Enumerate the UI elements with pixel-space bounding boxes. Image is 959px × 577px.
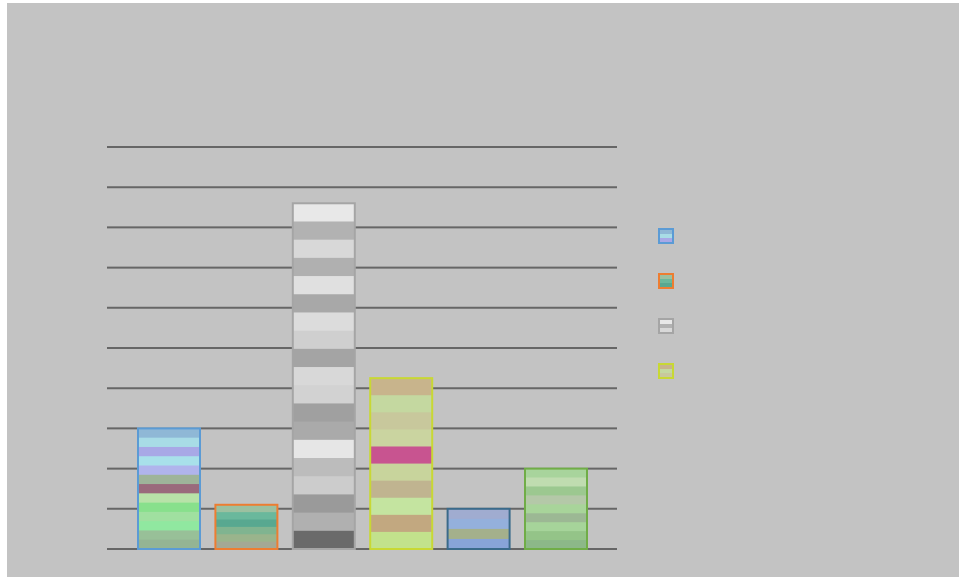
bar-segment (370, 412, 433, 430)
bar-segment (370, 463, 433, 482)
bar-segment (138, 474, 200, 485)
bar-segment (370, 514, 433, 533)
bar-segment (215, 504, 278, 513)
legend-swatch-stripe (660, 328, 672, 332)
legend-swatch-stripe (660, 320, 672, 324)
legend-swatch-stripe (660, 365, 672, 369)
bar-segment (215, 512, 278, 521)
bar-segment (138, 539, 200, 550)
bar-segment (370, 480, 433, 499)
legend-swatch (658, 363, 674, 379)
bar-segment (292, 530, 355, 550)
bar (214, 503, 279, 550)
bar-segment (292, 512, 355, 532)
bar-segment (138, 456, 200, 467)
bar-segment (215, 526, 278, 535)
bar-segment (525, 540, 587, 550)
bar-segment (292, 367, 355, 386)
bar-outline (291, 202, 356, 550)
bar-segment (138, 521, 200, 531)
bar-outline (524, 467, 588, 551)
legend-swatch (658, 273, 674, 289)
bar-segment (138, 428, 200, 439)
bar-outline (369, 377, 434, 550)
legend-item (658, 273, 674, 289)
bar-segment (292, 476, 355, 495)
bar (137, 427, 201, 550)
bar-outline (446, 507, 511, 550)
bar-segment (525, 477, 587, 487)
legend-swatch-stripe (660, 238, 672, 242)
bar-segment (370, 497, 433, 516)
bar-outline (137, 427, 201, 550)
bar-segment (292, 257, 355, 277)
bar-segment (370, 378, 433, 396)
bar-segment (292, 330, 355, 350)
bar-segment (292, 494, 355, 514)
bar-segment (215, 541, 278, 550)
bar-segment (370, 531, 433, 550)
bar-segment (370, 395, 433, 413)
bar-segment (525, 486, 587, 496)
bar-segment (447, 528, 510, 540)
legend-item (658, 363, 674, 379)
legend-swatch (658, 228, 674, 244)
bar-segment (138, 465, 200, 476)
bar-segment (525, 513, 587, 523)
bar-segment (370, 429, 433, 447)
bar-segment (292, 439, 355, 459)
legend-swatch-stripe (660, 279, 672, 283)
bar-segment (138, 446, 200, 457)
bar-segment (215, 519, 278, 528)
legend-item (658, 318, 674, 334)
bar-segment (292, 294, 355, 313)
bar-segment (292, 221, 355, 241)
legend-swatch-stripe (660, 275, 672, 279)
bar-segment (292, 203, 355, 222)
bar-segment (292, 239, 355, 259)
bar-segment (525, 522, 587, 532)
bar-segment (525, 468, 587, 479)
bar-outline (214, 503, 279, 550)
bar-segment (447, 518, 510, 530)
bar-segment (447, 538, 510, 550)
bar-segment (525, 495, 587, 505)
bar-segment (292, 276, 355, 295)
bar-segment (525, 531, 587, 541)
legend-swatch-stripe (660, 283, 672, 287)
legend-swatch-stripe (660, 369, 672, 373)
legend (658, 228, 674, 379)
bar-segment (292, 348, 355, 368)
bars (137, 202, 588, 551)
bar-segment (292, 458, 355, 477)
legend-swatch (658, 318, 674, 334)
legend-swatch-stripe (660, 373, 672, 377)
bar-segment (292, 403, 355, 423)
bar-segment (292, 385, 355, 404)
bar-segment (447, 508, 510, 520)
bar-segment (138, 502, 200, 513)
bar-segment (292, 421, 355, 441)
bar-segment (525, 504, 587, 514)
bar (291, 202, 356, 550)
legend-swatch-stripe (660, 234, 672, 238)
chart-area (7, 3, 959, 577)
bar-segment (138, 437, 200, 448)
bar (369, 377, 434, 550)
bar (446, 507, 511, 550)
bar (524, 467, 588, 551)
bar-chart (107, 146, 674, 551)
bar-segment (138, 493, 200, 504)
bar-segment (292, 312, 355, 332)
bar-segment (215, 534, 278, 543)
bar-segment (370, 446, 433, 465)
legend-swatch-stripe (660, 230, 672, 234)
bar-segment (138, 484, 200, 494)
legend-item (658, 228, 674, 244)
bar-segment (138, 511, 200, 522)
bar-segment (138, 530, 200, 541)
legend-swatch-stripe (660, 324, 672, 328)
